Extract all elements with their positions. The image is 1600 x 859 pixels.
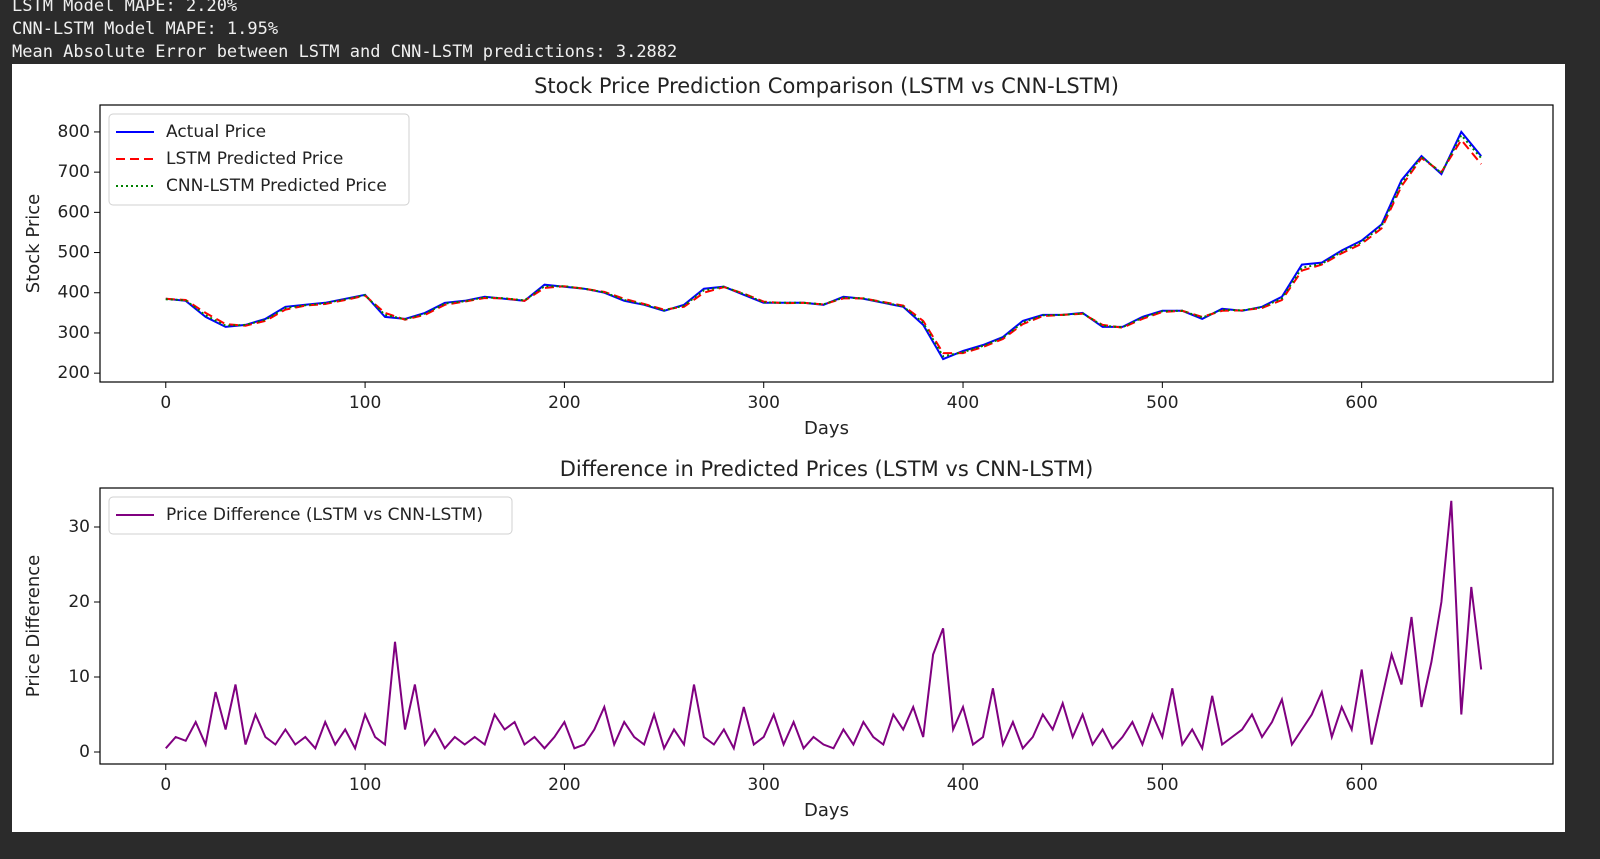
chart-title: Stock Price Prediction Comparison (LSTM …: [534, 74, 1119, 98]
x-tick-label: 300: [747, 775, 779, 795]
axes-frame: [99, 487, 1554, 765]
console-line: LSTM Model MAPE: 2.20%: [12, 0, 237, 16]
y-tick-label: 0: [79, 742, 90, 762]
data-line: [165, 138, 1482, 355]
x-tick-label: 200: [548, 393, 580, 413]
data-line: [165, 500, 1483, 752]
x-tick-label: 100: [349, 775, 381, 795]
x-tick-label: 200: [548, 775, 580, 795]
x-tick-label: 300: [747, 393, 779, 413]
x-tick-label: 0: [160, 775, 171, 795]
y-axis-label: Stock Price: [23, 194, 44, 293]
y-tick-label: 400: [58, 283, 90, 303]
x-axis-label: Days: [804, 418, 849, 439]
y-tick-label: 700: [58, 162, 90, 182]
legend-box: [108, 496, 513, 535]
legend-label: Actual Price: [166, 122, 266, 142]
legend-box: [108, 113, 410, 206]
x-tick-label: 500: [1146, 775, 1178, 795]
legend-label: CNN-LSTM Predicted Price: [166, 176, 387, 196]
y-axis-label: Price Difference: [23, 555, 44, 697]
x-tick-label: 0: [160, 393, 171, 413]
data-line: [165, 130, 1482, 361]
x-tick-label: 600: [1345, 393, 1377, 413]
console-line: Mean Absolute Error between LSTM and CNN…: [12, 42, 677, 62]
legend-label: Price Difference (LSTM vs CNN-LSTM): [166, 505, 483, 525]
legend-label: LSTM Predicted Price: [166, 149, 343, 169]
x-tick-label: 600: [1345, 775, 1377, 795]
y-tick-label: 200: [58, 363, 90, 383]
y-tick-label: 20: [68, 592, 90, 612]
x-tick-label: 100: [349, 393, 381, 413]
y-tick-label: 800: [58, 122, 90, 142]
x-tick-label: 500: [1146, 393, 1178, 413]
axes-frame: [99, 104, 1554, 383]
chart-title: Difference in Predicted Prices (LSTM vs …: [560, 457, 1094, 481]
x-axis-label: Days: [804, 800, 849, 821]
y-tick-label: 300: [58, 323, 90, 343]
x-tick-label: 400: [947, 393, 979, 413]
console-line: CNN-LSTM Model MAPE: 1.95%: [12, 19, 278, 39]
y-tick-label: 500: [58, 243, 90, 263]
y-tick-label: 10: [68, 667, 90, 687]
x-tick-label: 400: [947, 775, 979, 795]
y-tick-label: 30: [68, 517, 90, 537]
y-tick-label: 600: [58, 202, 90, 222]
